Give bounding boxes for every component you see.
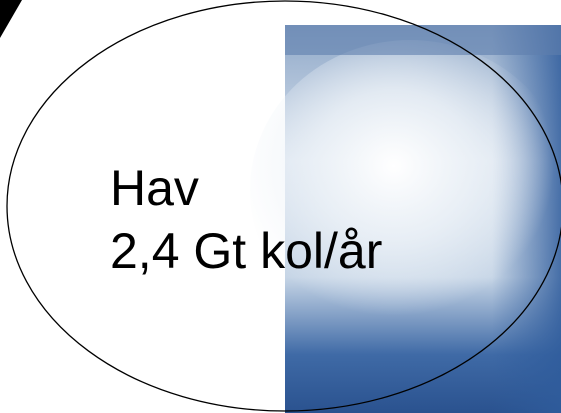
- ocean-photo: [250, 25, 561, 413]
- label-name: Hav: [110, 160, 199, 216]
- arrow-head: [0, 0, 22, 38]
- ellipse: [6, 0, 561, 412]
- label-flux: 2,4 Gt kol/år: [110, 223, 382, 279]
